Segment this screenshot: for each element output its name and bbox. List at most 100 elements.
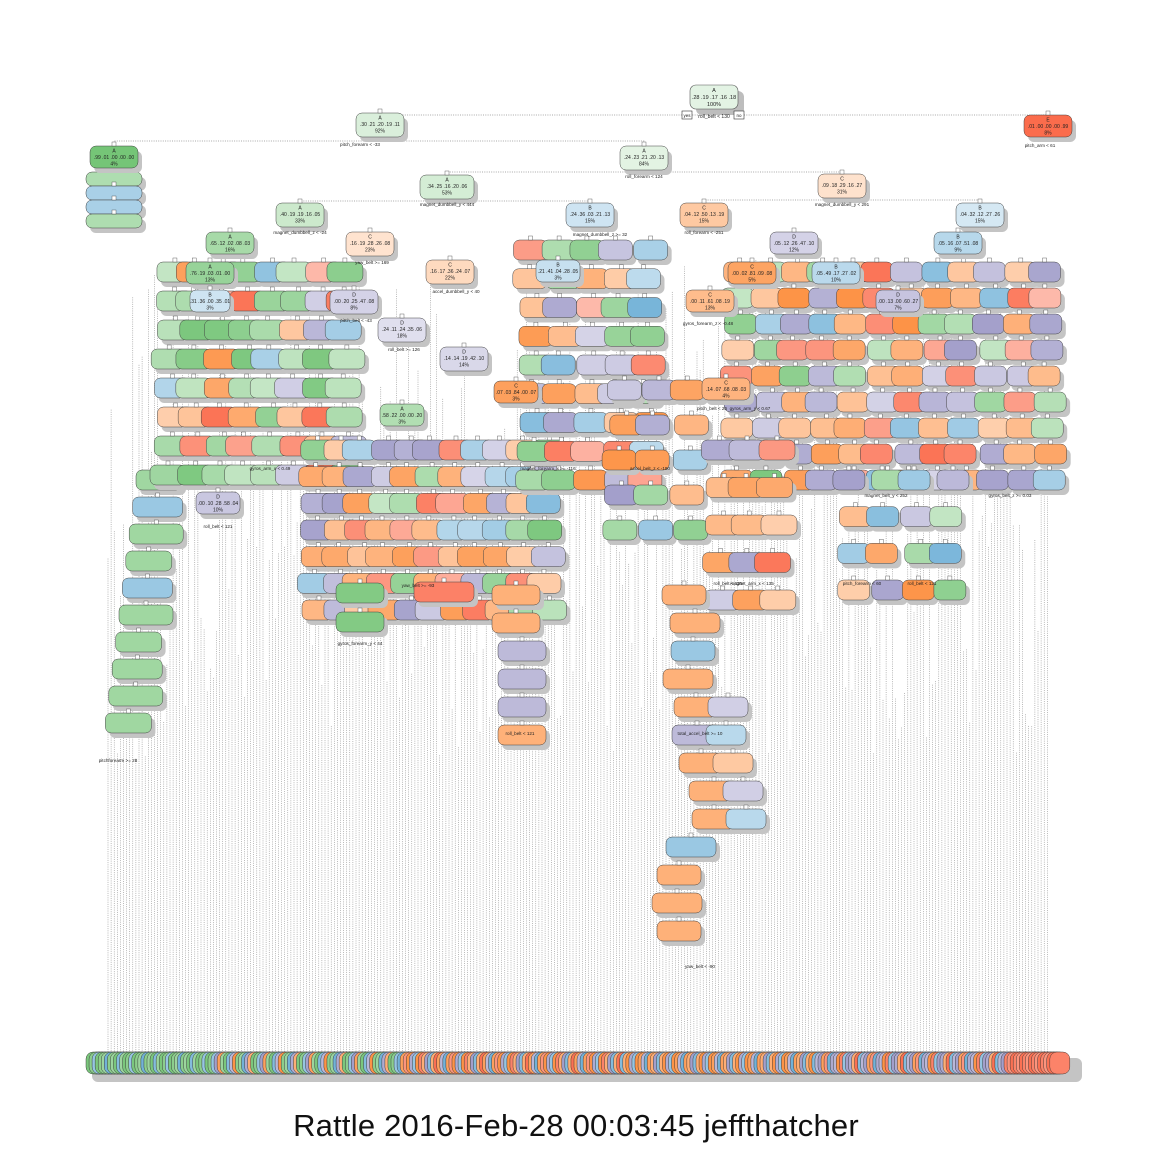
tree-node-tab — [193, 460, 198, 466]
tree-node-box — [575, 326, 610, 347]
tree-node-tab — [791, 283, 797, 289]
tree-node — [335, 578, 388, 608]
tree-node-tab — [958, 335, 963, 341]
tree-node-tab — [790, 335, 795, 341]
tree-node-box — [635, 414, 670, 436]
tree-node-probs: .16 .19 .28 .26 .08 — [350, 241, 391, 247]
tree-node-box — [673, 519, 708, 541]
tree-node-box — [722, 780, 764, 802]
tree-node-tab — [356, 569, 362, 574]
tree-node-tab — [546, 542, 551, 547]
tree-node-tab — [431, 489, 436, 494]
tree-node-tab — [935, 465, 940, 471]
tree-node — [656, 916, 705, 946]
tree-node — [118, 600, 177, 630]
tree-node-tab — [173, 402, 178, 408]
tree-node-tab — [1041, 361, 1047, 367]
split-label: yaw_belt >= -93 — [402, 583, 435, 588]
tree-node-box — [1029, 313, 1063, 335]
tree-node-box — [1003, 443, 1036, 465]
root-class-label: A — [712, 88, 716, 94]
tree-node — [720, 413, 757, 443]
tree-node-box — [865, 543, 898, 564]
tree-node-box — [669, 379, 705, 401]
tree-node-tab — [645, 322, 650, 327]
tree-node — [630, 350, 670, 380]
tree-node-box — [1034, 443, 1067, 465]
tree-node-probs: .58 .22 .00 .00 .20 — [382, 413, 423, 419]
tree-node-tab — [217, 460, 223, 466]
tree-node-box — [118, 604, 174, 626]
tree-node-tab — [737, 257, 742, 263]
tree-node-tab — [851, 539, 856, 544]
tree-node-tab — [173, 315, 178, 321]
tree-node-box — [900, 506, 933, 527]
tree-node-box — [341, 439, 377, 461]
tree-node-tab — [950, 465, 956, 471]
tree-node-tab — [155, 492, 160, 498]
tree-node-box — [111, 658, 163, 680]
tree-node: A.99 .01 .00 .00 .004% — [89, 141, 142, 173]
tree-node-tab — [676, 860, 682, 866]
tree-node-tab — [908, 439, 914, 445]
tree-node — [943, 439, 981, 469]
tree-node-box — [627, 297, 662, 318]
tree-node-tab — [428, 569, 433, 574]
tree-node — [1030, 335, 1067, 365]
tree-node-tab — [191, 373, 197, 379]
tree-node-box — [324, 319, 362, 341]
tree-node — [754, 548, 795, 578]
tree-node-box — [573, 469, 608, 491]
tree-node-probs: .00 .10 .28 .58 .04 — [198, 501, 239, 507]
tree-node-box — [808, 287, 842, 309]
tree-node — [570, 437, 609, 467]
tree-node-box — [662, 668, 714, 690]
tree-node-class: B — [556, 263, 560, 269]
tree-node-tab — [770, 387, 775, 393]
tree-node — [635, 410, 674, 440]
tree-node-tab — [676, 916, 682, 922]
tree-node-tab — [447, 255, 453, 261]
tree-node-box — [115, 631, 162, 653]
tree-node-box — [890, 339, 924, 361]
tree-node-tab — [947, 575, 953, 581]
tree-node-tab — [111, 209, 117, 215]
tree-node-tab — [519, 664, 525, 670]
tree-node: B.21 .41 .04 .28 .053% — [535, 255, 584, 287]
tree-node-tab — [874, 439, 879, 445]
tree-node-tab — [404, 462, 409, 467]
tree-node-tab — [931, 309, 937, 315]
split-label: gyros_arm_x < 0.49 — [250, 466, 291, 471]
yes-badge — [681, 110, 693, 120]
tree-node — [128, 519, 188, 549]
tree-node — [634, 445, 674, 475]
tree-node — [491, 580, 544, 610]
tree-node-tab — [988, 387, 993, 393]
tree-node — [105, 708, 156, 738]
tree-node-box — [833, 313, 867, 335]
tree-node-tab — [987, 257, 992, 263]
tree-node — [929, 502, 966, 532]
tree-node — [342, 462, 382, 492]
tree-node — [777, 283, 814, 313]
tree-node — [705, 720, 750, 750]
tree-node-tab — [749, 257, 755, 263]
split-label: magnet_dumbbell_y < 291 — [815, 202, 870, 207]
tree-node-tab — [165, 460, 171, 466]
tree-node-tab — [453, 542, 458, 547]
tree-node-tab — [590, 322, 595, 327]
tree-node-class: D — [400, 321, 404, 327]
tree-node-box — [707, 696, 749, 718]
tree-node-tab — [1042, 257, 1047, 263]
tree-node-tab — [846, 465, 852, 471]
tree-node-tab — [852, 439, 857, 445]
tree-node-class: A — [112, 149, 116, 155]
tree-node-tab — [935, 283, 940, 289]
tree-node-tab — [990, 465, 995, 471]
split-label: magnet_arm_x < 135 — [730, 581, 774, 586]
split-label: gyros_belt_z >= 0.03 — [989, 493, 1032, 498]
tree-node-tab — [472, 515, 477, 521]
tree-node-tab — [318, 344, 323, 350]
